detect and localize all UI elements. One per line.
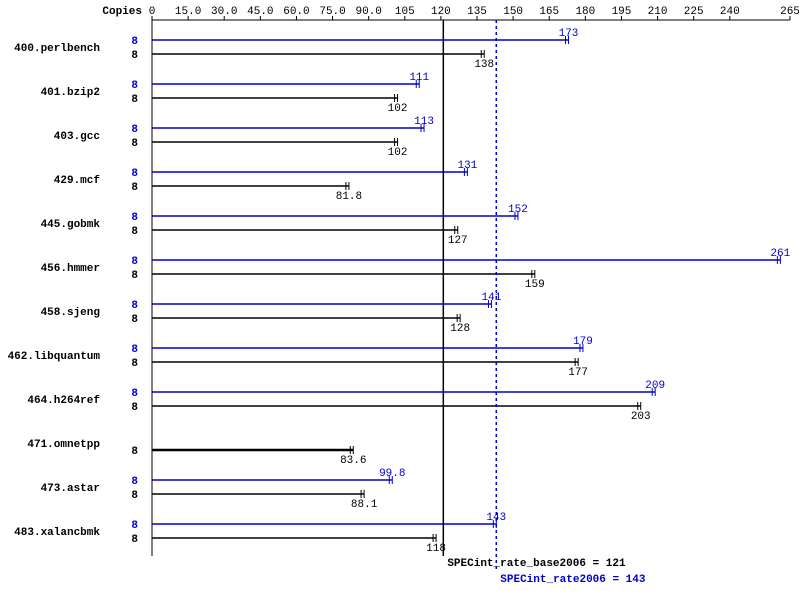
x-tick-label: 105 — [395, 6, 415, 18]
peak-value: 113 — [414, 116, 434, 128]
x-tick-label: 240 — [720, 6, 740, 18]
copies-base: 8 — [131, 490, 138, 502]
peak-value: 141 — [482, 292, 502, 304]
copies-peak: 8 — [131, 476, 138, 488]
peak-value: 173 — [559, 28, 579, 40]
x-tick-label: 210 — [648, 6, 668, 18]
benchmark-name: 458.sjeng — [41, 307, 100, 319]
copies-header: Copies — [102, 6, 142, 18]
x-tick-label: 30.0 — [211, 6, 237, 18]
copies-base: 8 — [131, 138, 138, 150]
x-tick-label: 180 — [575, 6, 595, 18]
copies-base: 8 — [131, 182, 138, 194]
benchmark-name: 445.gobmk — [41, 219, 101, 231]
copies-peak: 8 — [131, 36, 138, 48]
copies-peak: 8 — [131, 124, 138, 136]
benchmark-name: 456.hmmer — [41, 263, 100, 275]
base-value: 177 — [568, 367, 588, 379]
copies-peak: 8 — [131, 168, 138, 180]
base-value: 88.1 — [351, 499, 378, 511]
x-tick-label: 195 — [612, 6, 632, 18]
x-tick-label: 45.0 — [247, 6, 273, 18]
peak-value: 261 — [770, 248, 790, 260]
base-value: 203 — [631, 411, 651, 423]
copies-base: 8 — [131, 50, 138, 62]
copies-base: 8 — [131, 402, 138, 414]
x-tick-label: 135 — [467, 6, 487, 18]
benchmark-name: 462.libquantum — [8, 351, 101, 363]
benchmark-name: 403.gcc — [54, 131, 100, 143]
copies-peak: 8 — [131, 300, 138, 312]
benchmark-name: 473.astar — [41, 483, 100, 495]
base-value: 138 — [474, 59, 494, 71]
base-value: 102 — [388, 147, 408, 159]
x-tick-label: 165 — [539, 6, 559, 18]
x-tick-label: 60.0 — [283, 6, 309, 18]
copies-peak: 8 — [131, 520, 138, 532]
x-tick-label: 75.0 — [319, 6, 345, 18]
benchmark-name: 464.h264ref — [27, 395, 100, 407]
copies-peak: 8 — [131, 388, 138, 400]
peak-value: 131 — [457, 160, 477, 172]
benchmark-name: 471.omnetpp — [27, 439, 100, 451]
copies-peak: 8 — [131, 212, 138, 224]
copies-base: 8 — [131, 534, 138, 546]
copies-base: 8 — [131, 270, 138, 282]
copies-peak: 8 — [131, 256, 138, 268]
copies-base: 8 — [131, 314, 138, 326]
spec-rate-chart: 0 15.0 30.0 45.0 60.0 75.0 90.0 105 120 135 150 165… — [0, 0, 799, 606]
peak-ref-label: SPECint_rate2006 = 143 — [500, 574, 646, 586]
peak-value: 99.8 — [379, 468, 405, 480]
benchmark-name: 429.mcf — [54, 175, 101, 187]
copies-base: 8 — [131, 358, 138, 370]
chart-bg — [0, 0, 799, 606]
base-value: 128 — [450, 323, 470, 335]
x-tick-label: 265 — [780, 6, 799, 18]
base-value: 159 — [525, 279, 545, 291]
peak-value: 179 — [573, 336, 593, 348]
benchmark-name: 483.xalancbmk — [14, 527, 100, 539]
base-ref-label: SPECint_rate_base2006 = 121 — [447, 558, 626, 570]
x-tick-label: 15.0 — [175, 6, 201, 18]
peak-value: 111 — [409, 72, 429, 84]
x-tick-label: 225 — [684, 6, 704, 18]
base-value: 102 — [388, 103, 408, 115]
peak-value: 152 — [508, 204, 528, 216]
copies-base: 8 — [131, 226, 138, 238]
copies-peak: 8 — [131, 344, 138, 356]
peak-value: 209 — [645, 380, 665, 392]
benchmark-name: 400.perlbench — [14, 43, 100, 55]
base-value: 83.6 — [340, 455, 366, 467]
copies-base: 8 — [131, 94, 138, 106]
x-tick-label: 120 — [431, 6, 451, 18]
x-tick-label: 0 — [149, 6, 156, 18]
x-tick-label: 150 — [503, 6, 523, 18]
base-value: 127 — [448, 235, 468, 247]
x-tick-label: 90.0 — [355, 6, 381, 18]
copies-base: 8 — [131, 446, 138, 458]
base-value: 81.8 — [336, 191, 362, 203]
copies-peak: 8 — [131, 80, 138, 92]
benchmark-name: 401.bzip2 — [41, 87, 100, 99]
